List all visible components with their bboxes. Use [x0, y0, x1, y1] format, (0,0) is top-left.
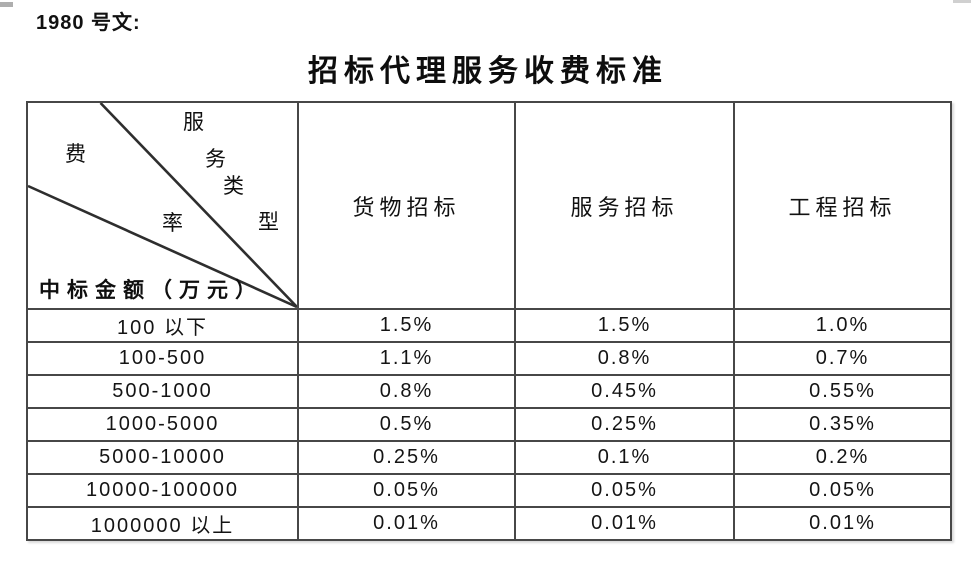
- corner-service-type-char-2: 务: [205, 147, 226, 171]
- row-label: 100 以下: [26, 308, 299, 343]
- fee-cell: 0.25%: [514, 407, 735, 442]
- column-header-services: 服务招标: [514, 101, 735, 310]
- fee-cell: 0.8%: [514, 341, 735, 376]
- fee-cell: 1.1%: [297, 341, 516, 376]
- fee-cell: 0.1%: [514, 440, 735, 475]
- table-row: 100 以下 1.5% 1.5% 1.0%: [26, 308, 952, 343]
- fee-cell: 0.01%: [297, 506, 516, 541]
- table-row: 1000000 以上 0.01% 0.01% 0.01%: [26, 506, 952, 541]
- corner-cell: 服 务 类 型 费 率 中标金额（万元）: [26, 101, 299, 310]
- row-label: 10000-100000: [26, 473, 299, 508]
- table-row: 10000-100000 0.05% 0.05% 0.05%: [26, 473, 952, 508]
- corner-service-type-char-3: 类: [223, 174, 244, 198]
- diagonal-line-lower: [29, 185, 296, 307]
- fee-cell: 1.5%: [297, 308, 516, 343]
- corner-service-type-char-4: 型: [258, 210, 279, 234]
- fee-cell: 0.5%: [297, 407, 516, 442]
- fee-cell: 0.01%: [733, 506, 952, 541]
- fee-cell: 1.5%: [514, 308, 735, 343]
- diagonal-line-upper: [99, 104, 296, 307]
- row-label: 5000-10000: [26, 440, 299, 475]
- fee-cell: 0.05%: [733, 473, 952, 508]
- corner-rate-char-1: 费: [65, 142, 86, 166]
- fee-cell: 0.8%: [297, 374, 516, 409]
- fee-cell: 0.25%: [297, 440, 516, 475]
- row-label: 100-500: [26, 341, 299, 376]
- diagonal-lines: [29, 104, 296, 307]
- row-label: 1000000 以上: [26, 506, 299, 541]
- page-edge-artifact-left: [0, 2, 13, 7]
- table-row: 5000-10000 0.25% 0.1% 0.2%: [26, 440, 952, 475]
- fee-cell: 0.01%: [514, 506, 735, 541]
- table-row: 500-1000 0.8% 0.45% 0.55%: [26, 374, 952, 409]
- table-row: 100-500 1.1% 0.8% 0.7%: [26, 341, 952, 376]
- header-row: 服 务 类 型 费 率 中标金额（万元） 货物招标 服务招标 工程招标: [26, 101, 952, 310]
- fee-cell: 0.45%: [514, 374, 735, 409]
- corner-service-type-char-1: 服: [183, 110, 204, 134]
- column-header-goods: 货物招标: [297, 101, 516, 310]
- fee-cell: 0.05%: [297, 473, 516, 508]
- doc-number-label: 1980 号文:: [36, 12, 141, 34]
- fee-cell: 1.0%: [733, 308, 952, 343]
- corner-rate-char-2: 率: [162, 211, 183, 235]
- row-label: 500-1000: [26, 374, 299, 409]
- fee-cell: 0.2%: [733, 440, 952, 475]
- column-header-engineering: 工程招标: [733, 101, 952, 310]
- page-edge-artifact-right: [953, 0, 971, 3]
- fee-cell: 0.7%: [733, 341, 952, 376]
- fee-cell: 0.35%: [733, 407, 952, 442]
- corner-amount-label: 中标金额（万元）: [39, 278, 263, 302]
- row-label: 1000-5000: [26, 407, 299, 442]
- fee-table: 服 务 类 型 费 率 中标金额（万元） 货物招标 服务招标 工程招标 100 …: [26, 101, 952, 541]
- document-title: 招标代理服务收费标准: [308, 55, 668, 88]
- table-row: 1000-5000 0.5% 0.25% 0.35%: [26, 407, 952, 442]
- fee-cell: 0.05%: [514, 473, 735, 508]
- fee-cell: 0.55%: [733, 374, 952, 409]
